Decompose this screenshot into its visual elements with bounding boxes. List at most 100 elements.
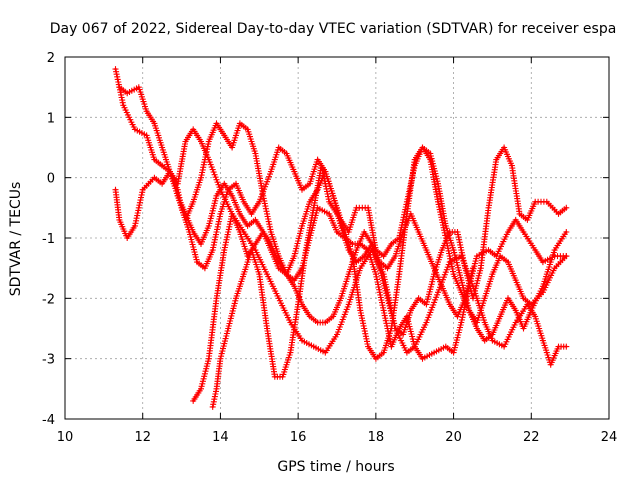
data-point — [409, 309, 412, 312]
data-point — [308, 200, 311, 203]
data-point — [300, 303, 304, 306]
data-point — [401, 230, 405, 234]
data-point — [199, 242, 203, 246]
data-point — [347, 303, 350, 306]
data-point — [153, 176, 156, 179]
data-point — [530, 309, 533, 312]
data-point — [118, 218, 121, 222]
data-point — [199, 140, 203, 143]
data-point — [382, 309, 385, 312]
data-point — [316, 321, 319, 324]
data-point — [126, 92, 129, 95]
series-line — [118, 86, 568, 324]
data-point — [464, 297, 467, 300]
data-point — [448, 303, 451, 306]
data-point — [491, 333, 494, 336]
data-point — [499, 254, 502, 258]
data-point — [487, 206, 490, 209]
x-tick-label: 22 — [523, 430, 540, 445]
data-point — [238, 230, 242, 234]
data-point — [331, 315, 335, 318]
y-tick-label: -4 — [42, 413, 55, 428]
data-point — [238, 122, 242, 125]
data-point — [223, 182, 226, 185]
data-point — [114, 188, 117, 191]
series-track-6 — [174, 120, 476, 320]
data-point — [460, 321, 463, 324]
data-point — [534, 200, 537, 203]
data-point — [347, 273, 350, 276]
data-point — [405, 212, 409, 216]
data-point — [184, 218, 187, 222]
series-line — [114, 146, 568, 336]
data-point — [565, 230, 568, 234]
data-point — [565, 254, 568, 258]
data-point — [456, 315, 459, 318]
data-point — [553, 267, 556, 270]
data-point — [277, 297, 280, 300]
data-point — [429, 152, 432, 155]
data-point — [386, 267, 389, 270]
data-point — [541, 260, 545, 264]
data-point — [215, 122, 218, 125]
data-point — [215, 194, 218, 197]
data-point — [328, 200, 331, 203]
data-point — [219, 357, 222, 360]
data-point — [133, 224, 137, 228]
data-point — [335, 333, 339, 336]
y-tick-label: -2 — [42, 292, 55, 307]
data-point — [195, 260, 199, 264]
data-point — [378, 260, 381, 264]
data-point — [207, 140, 210, 143]
data-point — [300, 224, 304, 228]
data-point — [405, 351, 409, 354]
y-tick-label: -1 — [42, 232, 55, 247]
data-point — [304, 248, 308, 252]
data-point — [293, 254, 296, 258]
data-point — [471, 267, 475, 270]
data-point — [324, 170, 327, 173]
data-point — [312, 206, 315, 209]
data-point — [153, 158, 156, 161]
data-point — [215, 387, 218, 390]
data-point — [207, 224, 210, 228]
data-point — [366, 206, 370, 209]
data-point — [207, 158, 210, 161]
data-point — [456, 230, 459, 234]
data-point — [145, 134, 148, 137]
data-point — [335, 230, 339, 234]
data-point — [425, 248, 428, 252]
data-point — [160, 182, 164, 185]
data-point — [308, 182, 311, 185]
data-point — [374, 357, 378, 360]
data-point — [192, 230, 195, 234]
data-point — [452, 273, 455, 276]
x-tick-label: 20 — [445, 430, 462, 445]
data-point — [483, 297, 486, 300]
data-point — [223, 248, 226, 252]
data-point — [436, 291, 440, 294]
data-point — [211, 248, 214, 252]
data-point — [320, 164, 323, 167]
data-point — [417, 297, 420, 300]
data-point — [553, 248, 556, 252]
data-point — [440, 285, 444, 288]
data-point — [514, 321, 517, 324]
data-point — [339, 224, 343, 228]
data-point — [277, 254, 280, 258]
data-point — [289, 321, 292, 324]
data-point — [565, 206, 568, 209]
data-point — [440, 248, 444, 252]
data-point — [273, 375, 276, 378]
data-point — [370, 242, 374, 246]
data-point — [122, 104, 125, 107]
y-tick-label: -3 — [42, 353, 55, 368]
x-tick-label: 10 — [57, 430, 74, 445]
data-point — [234, 297, 238, 300]
data-point — [479, 267, 482, 270]
data-point — [160, 146, 164, 149]
data-point — [293, 285, 296, 288]
data-point — [491, 339, 494, 342]
data-point — [382, 254, 385, 258]
